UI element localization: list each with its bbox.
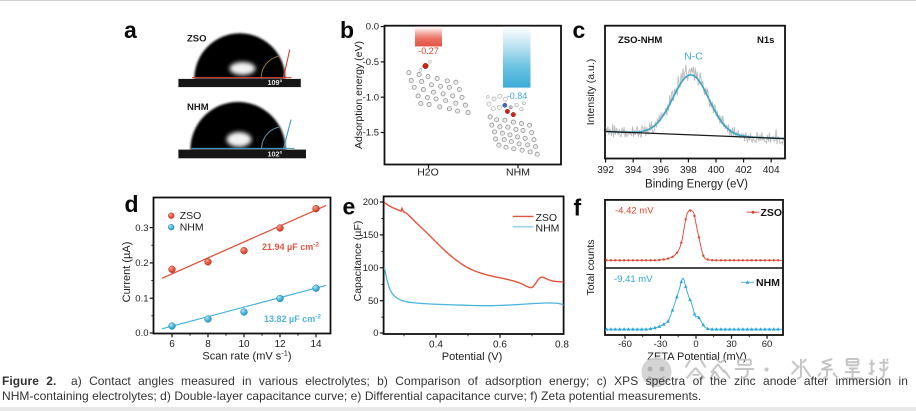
svg-text:ZSO: ZSO bbox=[761, 207, 783, 219]
svg-text:398: 398 bbox=[680, 165, 697, 176]
svg-text:b: b bbox=[340, 17, 354, 43]
svg-text:10: 10 bbox=[238, 339, 250, 350]
svg-text:-1.0: -1.0 bbox=[363, 92, 379, 103]
svg-text:a: a bbox=[124, 17, 137, 43]
svg-text:30: 30 bbox=[726, 339, 737, 350]
svg-text:13.82 µF cm-2: 13.82 µF cm-2 bbox=[264, 314, 321, 325]
svg-text:0.4: 0.4 bbox=[429, 340, 443, 351]
svg-text:ZETA Potential (mV): ZETA Potential (mV) bbox=[647, 351, 746, 363]
svg-text:0: 0 bbox=[373, 328, 378, 339]
svg-text:Current (µA): Current (µA) bbox=[121, 242, 133, 303]
svg-text:Potential (V): Potential (V) bbox=[442, 351, 503, 363]
svg-text:Binding Energy (eV): Binding Energy (eV) bbox=[645, 179, 748, 191]
svg-text:ZSO: ZSO bbox=[536, 212, 558, 224]
svg-text:0.2: 0.2 bbox=[135, 258, 148, 269]
svg-text:200: 200 bbox=[363, 197, 379, 208]
svg-text:c: c bbox=[573, 17, 586, 43]
svg-text:e: e bbox=[343, 194, 356, 220]
svg-text:0.0: 0.0 bbox=[366, 22, 379, 33]
svg-text:-0.27: -0.27 bbox=[418, 46, 439, 56]
svg-text:0.8: 0.8 bbox=[555, 340, 569, 351]
svg-text:-0.84: -0.84 bbox=[507, 91, 528, 101]
svg-text:0: 0 bbox=[693, 339, 698, 350]
svg-text:N-C: N-C bbox=[684, 51, 703, 63]
svg-text:402: 402 bbox=[735, 165, 752, 176]
svg-text:0.3: 0.3 bbox=[135, 223, 148, 234]
svg-text:50: 50 bbox=[368, 296, 379, 307]
svg-text:400: 400 bbox=[708, 165, 725, 176]
svg-text:-4.42 mV: -4.42 mV bbox=[615, 206, 654, 217]
svg-text:0.1: 0.1 bbox=[135, 293, 148, 304]
svg-text:392: 392 bbox=[597, 165, 614, 176]
svg-text:404: 404 bbox=[763, 165, 780, 176]
svg-text:8: 8 bbox=[205, 339, 211, 350]
svg-text:0.6: 0.6 bbox=[493, 340, 507, 351]
svg-text:150: 150 bbox=[363, 230, 379, 241]
svg-text:Total counts: Total counts bbox=[585, 239, 597, 295]
svg-text:12: 12 bbox=[274, 339, 286, 350]
svg-text:14: 14 bbox=[310, 339, 322, 350]
svg-text:102°: 102° bbox=[268, 150, 283, 159]
svg-text:ZSO: ZSO bbox=[180, 210, 202, 222]
svg-text:60: 60 bbox=[762, 339, 773, 350]
svg-text:NHM: NHM bbox=[187, 102, 209, 113]
svg-text:394: 394 bbox=[625, 165, 642, 176]
svg-text:6: 6 bbox=[169, 339, 175, 350]
svg-text:N1s: N1s bbox=[757, 35, 774, 46]
svg-text:NHM: NHM bbox=[756, 277, 780, 289]
svg-text:-9.41 mV: -9.41 mV bbox=[614, 274, 653, 285]
svg-text:NHM: NHM bbox=[536, 222, 560, 234]
svg-text:ZSO: ZSO bbox=[187, 34, 207, 45]
svg-text:NHM: NHM bbox=[506, 167, 530, 179]
svg-text:ZSO-NHM: ZSO-NHM bbox=[618, 35, 662, 46]
svg-text:-0.5: -0.5 bbox=[363, 57, 379, 68]
svg-text:21.94 µF cm-2: 21.94 µF cm-2 bbox=[262, 242, 319, 253]
svg-text:-60: -60 bbox=[618, 339, 632, 350]
svg-text:Capacitance (µF): Capacitance (µF) bbox=[352, 221, 364, 302]
svg-text:Intensity (a.u.): Intensity (a.u.) bbox=[585, 59, 597, 126]
svg-text:-1.5: -1.5 bbox=[363, 128, 379, 139]
svg-text:NHM: NHM bbox=[180, 222, 204, 234]
svg-text:396: 396 bbox=[652, 165, 669, 176]
svg-text:-30: -30 bbox=[654, 339, 668, 350]
svg-text:109°: 109° bbox=[268, 78, 283, 87]
svg-text:Adsorption energy (eV): Adsorption energy (eV) bbox=[353, 41, 365, 149]
svg-text:100: 100 bbox=[363, 263, 379, 274]
svg-text:0.0: 0.0 bbox=[135, 328, 148, 339]
svg-text:d: d bbox=[125, 191, 139, 217]
svg-text:f: f bbox=[574, 195, 582, 221]
svg-text:H2O: H2O bbox=[417, 167, 439, 179]
svg-text:Scan rate (mV s-1): Scan rate (mV s-1) bbox=[202, 349, 291, 363]
